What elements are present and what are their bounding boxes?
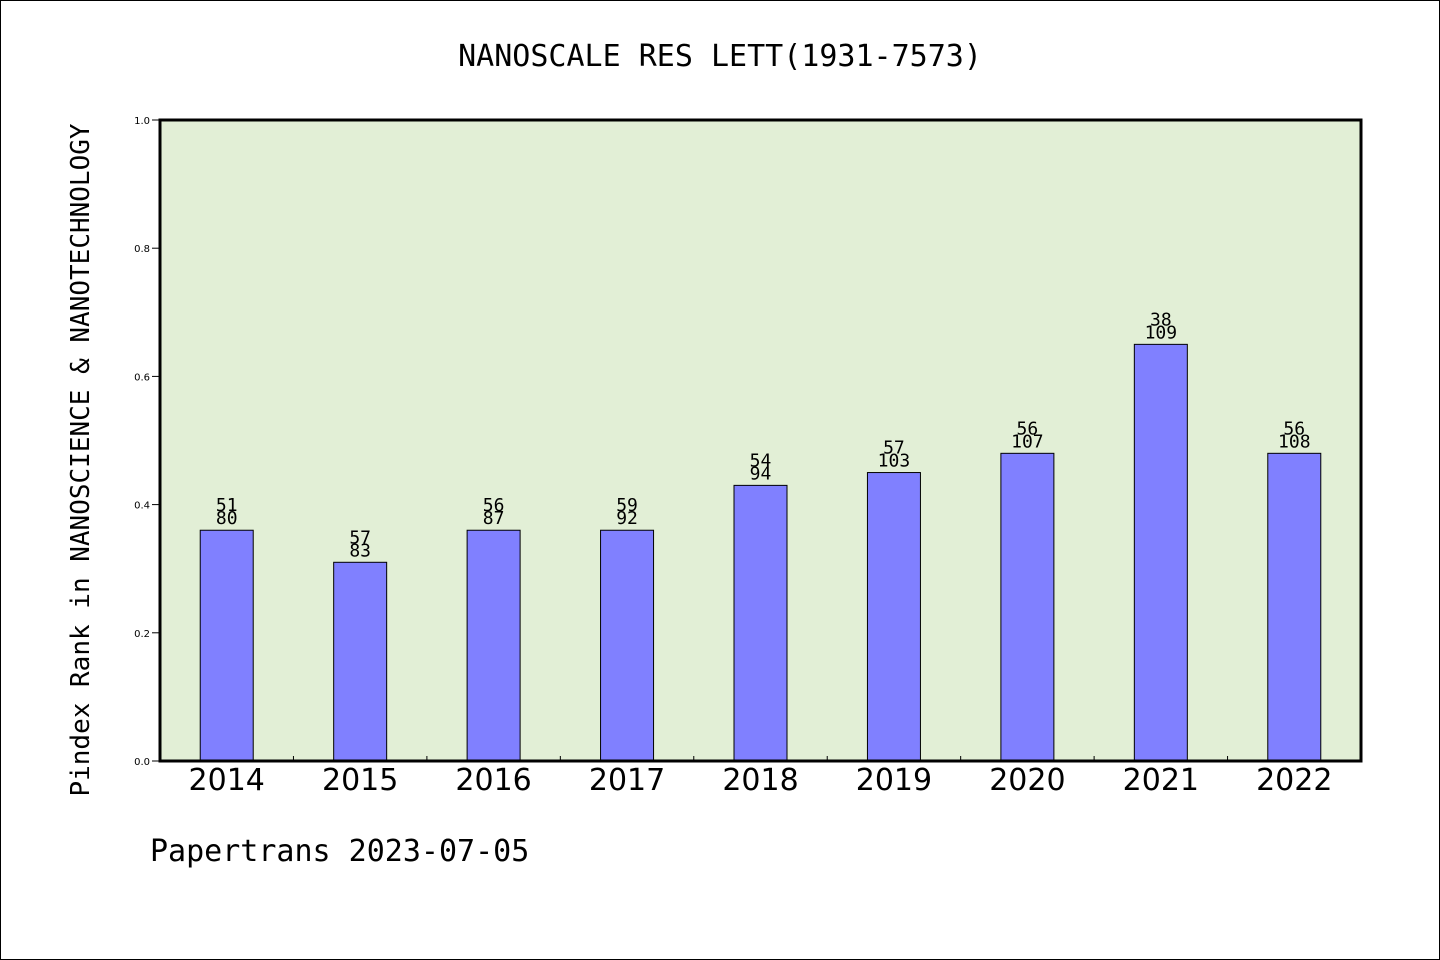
bar-2017 [600,529,655,762]
bar-rank-label: 56 [1017,418,1039,439]
x-tick-label: 2020 [989,763,1065,798]
x-tick-label: 2016 [455,763,531,798]
bar-2016 [466,529,521,762]
bar-2015 [333,561,388,762]
bar-2021 [1133,343,1188,762]
chart-title: NANOSCALE RES LETT(1931-7573) [458,39,982,74]
x-tick-label: 2014 [189,763,265,798]
bar-rank-label: 57 [883,438,905,459]
bar-2018 [733,484,788,762]
x-tick-label: 2021 [1123,763,1199,798]
x-tick-label: 2017 [589,763,665,798]
y-tick-label: 1.0 [134,116,150,127]
bar-total-label: 92 [616,508,638,529]
y-axis-ticks: 0.0 0.2 0.4 0.6 0.8 1.0 [134,116,160,768]
y-tick-label: 0.0 [134,757,150,768]
y-tick-label: 0.4 [134,501,150,512]
y-tick-label: 0.2 [134,629,150,640]
x-tick-label: 2019 [856,763,932,798]
plot-frame [158,118,1363,763]
x-tick-label: 2022 [1256,763,1332,798]
bar-rank-label: 51 [216,495,238,516]
bar-rank-label: 38 [1150,309,1172,330]
bar-total-label: 94 [750,463,772,484]
x-tick-label: 2018 [722,763,798,798]
x-axis-ticks: 2014 2015 2016 2017 2018 2019 2020 2021 2022 [189,756,1332,798]
bar-2019 [866,472,921,762]
bar-rank-label: 56 [483,495,505,516]
bar-total-label: 103 [878,451,911,472]
bar-total-label: 87 [483,508,505,529]
bar-rank-label: 54 [750,450,772,471]
y-tick-label: 0.6 [134,372,150,383]
bar-total-label: 83 [349,540,371,561]
bar-rank-label: 56 [1283,418,1305,439]
bar-total-label: 107 [1011,431,1044,452]
bar-total-label: 80 [216,508,238,529]
bar-2022 [1267,452,1322,762]
bar-rank-label: 59 [616,495,638,516]
y-axis-label: Pindex Rank in NANOSCIENCE & NANOTECHNOL… [66,123,96,796]
bar-rank-label: 57 [349,527,371,548]
y-tick-label: 0.8 [134,244,150,255]
bar-2020 [1000,452,1055,762]
bar-2014 [199,529,254,762]
footer-note: Papertrans 2023-07-05 [150,834,530,869]
bar-total-label: 109 [1145,322,1178,343]
x-tick-label: 2015 [322,763,398,798]
bars-group [199,343,1322,762]
bar-total-label: 108 [1278,431,1311,452]
